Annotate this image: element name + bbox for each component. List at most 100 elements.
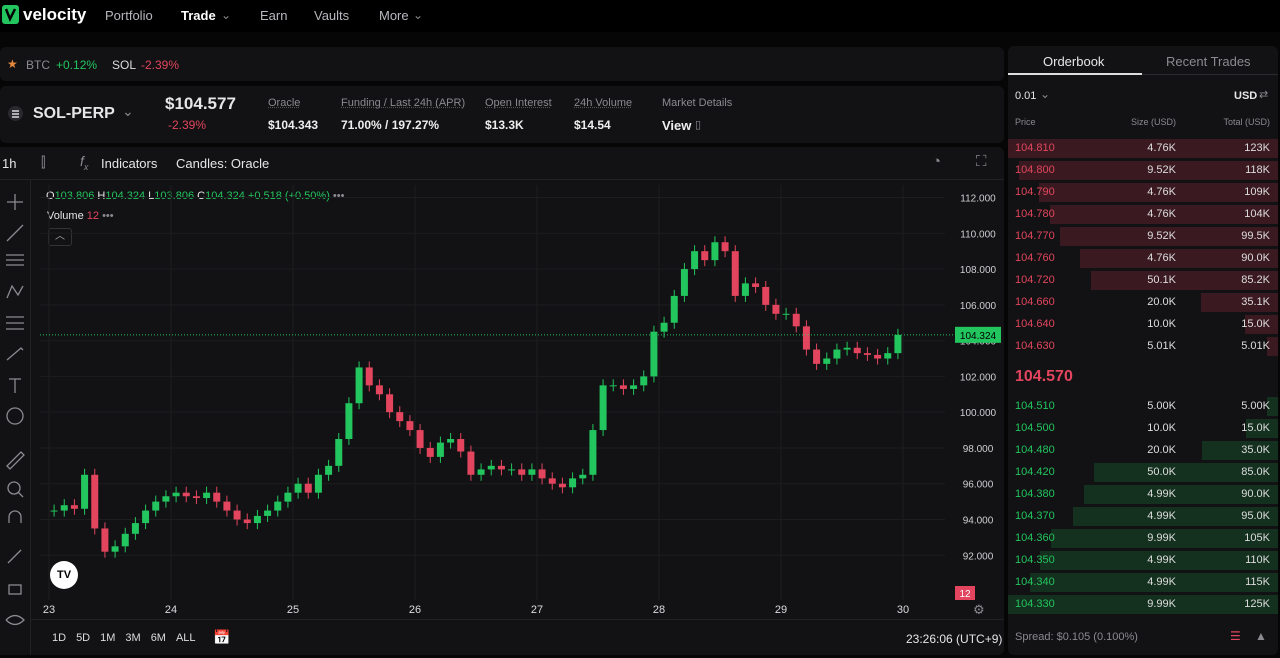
candle-body xyxy=(304,483,312,493)
legend-value: 103.806 xyxy=(154,190,195,202)
order-row[interactable]: 104.630 5.01K 5.01K xyxy=(1008,336,1278,356)
candle xyxy=(314,468,322,499)
candle-body xyxy=(264,510,272,516)
candle-body xyxy=(630,385,638,389)
range-button[interactable]: ALL xyxy=(175,632,196,644)
candle xyxy=(457,433,465,458)
layout-icon[interactable]: ☰ xyxy=(1230,629,1241,643)
nav-item[interactable]: Earn xyxy=(260,8,288,23)
interval[interactable]: 1h xyxy=(2,156,17,171)
ticker-symbol[interactable]: BTC xyxy=(26,58,50,72)
column-header: Price xyxy=(1015,117,1036,127)
candle-body xyxy=(294,483,302,493)
tab[interactable]: Recent Trades xyxy=(1166,54,1251,69)
order-row[interactable]: 104.380 4.99K 90.0K xyxy=(1008,484,1278,504)
candle xyxy=(741,277,749,302)
tab[interactable]: Orderbook xyxy=(1043,54,1105,69)
market-icon xyxy=(8,106,23,121)
order-row[interactable]: 104.340 4.99K 115K xyxy=(1008,572,1278,592)
candles-source[interactable]: Candles: Oracle xyxy=(176,156,270,171)
range-button[interactable]: 6M xyxy=(150,632,166,644)
indicators-button[interactable]: Indicators xyxy=(101,156,158,171)
tradingview-logo[interactable]: TV xyxy=(50,561,78,589)
depth-bar xyxy=(1080,249,1278,268)
logo[interactable]: velocity xyxy=(23,5,87,24)
nav-item[interactable]: Vaults xyxy=(314,8,350,23)
market-details-link[interactable]: View xyxy=(662,118,692,133)
candle xyxy=(833,343,841,365)
ticker-change: +0.12% xyxy=(56,58,98,72)
fullscreen-icon[interactable]: ⛶ xyxy=(976,153,987,170)
candle-body xyxy=(284,492,292,502)
range-button[interactable]: 3M xyxy=(125,632,141,644)
layout-icon[interactable]: ▲ xyxy=(1255,629,1267,643)
candle xyxy=(599,379,607,437)
order-row[interactable]: 104.510 5.00K 5.00K xyxy=(1008,396,1278,416)
stat-label: Open Interest xyxy=(485,97,552,109)
market-symbol[interactable]: SOL-PERP xyxy=(33,105,115,122)
price: 104.510 xyxy=(1015,400,1055,412)
market-price: $104.577 xyxy=(165,94,236,113)
order-row[interactable]: 104.790 4.76K 109K xyxy=(1008,182,1278,202)
candle-body xyxy=(680,269,688,296)
order-row[interactable]: 104.350 4.99K 110K xyxy=(1008,550,1278,570)
depth-bar xyxy=(1040,551,1278,570)
candle-body xyxy=(802,326,810,350)
nav-item[interactable]: Portfolio xyxy=(105,8,153,23)
y-tick-label: 106.000 xyxy=(960,301,997,312)
legend-menu[interactable]: ••• xyxy=(102,210,114,222)
settings-icon[interactable]: ⚙ xyxy=(973,602,985,617)
order-row[interactable]: 104.480 20.0K 35.0K xyxy=(1008,440,1278,460)
order-row[interactable]: 104.760 4.76K 90.0K xyxy=(1008,248,1278,268)
candle xyxy=(863,347,871,361)
candle xyxy=(609,379,617,392)
column-header: Total (USD) xyxy=(1223,117,1270,127)
range-button[interactable]: 1M xyxy=(100,632,116,644)
nav-item[interactable]: Trade xyxy=(181,8,216,23)
unit[interactable]: USD xyxy=(1234,90,1258,102)
candle xyxy=(121,527,129,553)
price: 104.780 xyxy=(1015,208,1055,220)
drawing-tools[interactable] xyxy=(4,191,26,631)
size: 10.0K xyxy=(1147,318,1176,330)
range-button[interactable]: 1D xyxy=(52,632,67,644)
candle-body xyxy=(436,442,444,457)
candle-type-icon[interactable]: ⫿ xyxy=(41,154,46,170)
total: 104K xyxy=(1244,208,1270,220)
tick-size[interactable]: 0.01 xyxy=(1015,90,1037,102)
snapshot-icon[interactable]: ◔ xyxy=(932,153,942,170)
order-row[interactable]: 104.370 4.99K 95.0K xyxy=(1008,506,1278,526)
price: 104.800 xyxy=(1015,164,1055,176)
legend-menu[interactable]: ••• xyxy=(332,190,345,202)
order-row[interactable]: 104.800 9.52K 118K xyxy=(1008,160,1278,180)
nav-item[interactable]: More xyxy=(379,8,409,23)
order-row[interactable]: 104.810 4.76K 123K xyxy=(1008,138,1278,158)
range-button[interactable]: 5D xyxy=(76,632,91,644)
price: 104.350 xyxy=(1015,554,1055,566)
candle xyxy=(670,289,678,329)
order-row[interactable]: 104.770 9.52K 99.5K xyxy=(1008,226,1278,246)
candle xyxy=(640,370,648,392)
candle-body xyxy=(162,496,170,502)
depth-bar xyxy=(1008,595,1278,614)
candle xyxy=(477,463,485,481)
order-row[interactable]: 104.660 20.0K 35.1K xyxy=(1008,292,1278,312)
candle-body xyxy=(863,353,871,355)
order-row[interactable]: 104.780 4.76K 104K xyxy=(1008,204,1278,224)
ticker-symbol[interactable]: SOL xyxy=(112,58,137,72)
stat-value: $104.343 xyxy=(268,118,319,132)
candle-body xyxy=(203,492,211,499)
size: 9.52K xyxy=(1147,164,1176,176)
order-row[interactable]: 104.420 50.0K 85.0K xyxy=(1008,462,1278,482)
order-row[interactable]: 104.360 9.99K 105K xyxy=(1008,528,1278,548)
candle-body xyxy=(253,515,261,524)
order-row[interactable]: 104.720 50.1K 85.2K xyxy=(1008,270,1278,290)
order-row[interactable]: 104.330 9.99K 125K xyxy=(1008,594,1278,614)
x-tick-label: 24 xyxy=(165,604,177,615)
swap-icon[interactable]: ⇄ xyxy=(1259,89,1269,101)
size: 4.76K xyxy=(1147,142,1176,154)
order-row[interactable]: 104.500 10.0K 15.0K xyxy=(1008,418,1278,438)
candle-body xyxy=(538,469,546,479)
order-row[interactable]: 104.640 10.0K 15.0K xyxy=(1008,314,1278,334)
date-range-icon[interactable]: 📅 xyxy=(213,629,231,645)
